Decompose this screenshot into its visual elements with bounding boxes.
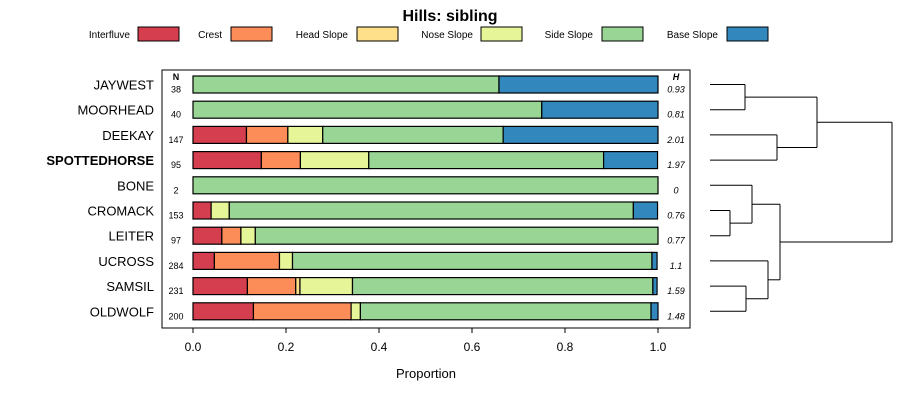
x-tick-label: 0.6: [464, 340, 481, 354]
bar-segment: [221, 226, 242, 245]
legend-swatch: [726, 26, 769, 42]
legend-swatch: [480, 26, 523, 42]
n-value: 2: [173, 185, 178, 195]
h-value: 0.81: [667, 110, 685, 120]
row-label: UCROSS: [98, 254, 154, 269]
bar-segment: [287, 125, 324, 145]
bar-segment: [192, 302, 255, 321]
legend-label: Base Slope: [667, 30, 719, 41]
bar-segment: [246, 277, 297, 296]
bar-segment: [213, 251, 281, 270]
h-value: 0.77: [667, 236, 686, 246]
h-header: H: [673, 72, 680, 82]
x-tick-label: 0.4: [371, 340, 388, 354]
legend-swatch: [356, 26, 399, 42]
bar-segment: [632, 201, 659, 220]
bar-segment: [192, 251, 215, 270]
h-value: 1.1: [670, 261, 683, 271]
bar-segment: [541, 100, 659, 119]
bar-segment: [350, 302, 362, 321]
bar-segment: [652, 277, 658, 296]
row-label: SAMSIL: [106, 279, 154, 294]
x-tick-label: 0.8: [557, 340, 574, 354]
bar-segment: [602, 151, 659, 170]
bar-segment: [278, 251, 294, 270]
bar-segment: [192, 151, 262, 170]
x-axis: 0.0 0.2 0.4 0.6 0.8 1.0: [185, 328, 667, 354]
legend-swatch: [601, 26, 644, 42]
legend-label: Interfluve: [89, 30, 131, 41]
bar-segment: [651, 251, 658, 270]
row-label: JAYWEST: [94, 78, 154, 93]
dendrogram: [710, 84, 893, 312]
bar-segment: [192, 176, 659, 195]
bar-segment: [192, 75, 500, 94]
row-label: LEITER: [108, 229, 154, 244]
bar-segment: [650, 302, 659, 321]
legend-label: Side Slope: [545, 30, 594, 41]
bar-segment: [192, 100, 543, 119]
bar-segment: [192, 201, 212, 220]
rows: JAYWEST 38 0.93 MOORHEAD 40 0.81 DEEKAY 147 2.01…: [46, 75, 686, 321]
bar-segment: [192, 226, 223, 245]
legend-swatch: [230, 26, 273, 42]
chart-title: Hills: sibling: [402, 8, 497, 25]
h-value: 2.01: [666, 135, 685, 145]
bar-segment: [245, 125, 289, 145]
x-axis-label: Proportion: [396, 366, 456, 381]
row-label: CROMACK: [88, 204, 155, 219]
row-label: DEEKAY: [102, 128, 154, 143]
n-value: 95: [171, 160, 181, 170]
h-value: 0: [673, 185, 678, 195]
bar-segment: [228, 201, 634, 220]
n-value: 231: [168, 286, 183, 296]
h-value: 1.59: [667, 286, 685, 296]
x-tick-label: 0.2: [278, 340, 295, 354]
n-value: 97: [171, 236, 181, 246]
legend-swatch: [137, 26, 180, 42]
n-value: 38: [171, 85, 181, 95]
bar-segment: [502, 125, 659, 145]
n-value: 200: [168, 311, 183, 321]
bar-segment: [240, 226, 256, 245]
bar-segment: [254, 226, 659, 245]
bar-segment: [322, 125, 504, 145]
bar-segment: [192, 125, 248, 145]
legend: Interfluve Crest Head Slope Nose Slope Side …: [89, 26, 769, 42]
n-value: 147: [168, 135, 183, 145]
n-value: 284: [168, 261, 183, 271]
bar-segment: [260, 151, 302, 170]
bar-segment: [252, 302, 352, 321]
row-label: OLDWOLF: [90, 304, 154, 319]
bar-segment: [351, 277, 654, 296]
bar-segment: [299, 277, 354, 296]
h-value: 0.76: [667, 211, 685, 221]
x-tick-label: 0.0: [185, 340, 202, 354]
n-header: N: [173, 72, 180, 82]
h-value: 1.48: [667, 311, 685, 321]
x-tick-label: 1.0: [650, 340, 667, 354]
bar-segment: [291, 251, 653, 270]
legend-label: Head Slope: [296, 30, 349, 41]
bar-segment: [368, 151, 605, 170]
bar-segment: [210, 201, 230, 220]
plot-frame: [161, 69, 691, 329]
h-value: 1.97: [667, 160, 686, 170]
row-label: SPOTTEDHORSE: [46, 153, 154, 168]
h-value: 0.93: [667, 85, 685, 95]
legend-label: Nose Slope: [421, 30, 473, 41]
row-label: MOORHEAD: [77, 103, 154, 118]
bar-segment: [192, 277, 249, 296]
bar-segment: [498, 75, 659, 94]
bar-segment: [295, 277, 301, 296]
legend-label: Crest: [198, 30, 222, 41]
row-label: BONE: [117, 178, 154, 193]
n-value: 153: [168, 211, 183, 221]
n-value: 40: [171, 110, 181, 120]
bar-segment: [359, 302, 652, 321]
bar-segment: [299, 151, 370, 170]
